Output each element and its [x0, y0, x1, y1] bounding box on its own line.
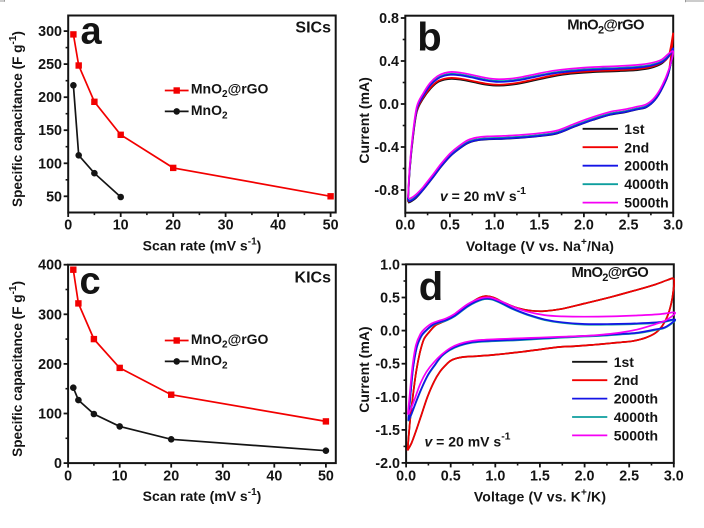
- svg-text:MnO2@rGO: MnO2@rGO: [567, 18, 644, 37]
- svg-text:b: b: [417, 16, 441, 60]
- svg-text:Voltage (V vs. K+/K): Voltage (V vs. K+/K): [474, 487, 606, 504]
- svg-text:Current (mA): Current (mA): [356, 326, 372, 412]
- svg-text:10: 10: [112, 468, 128, 484]
- svg-text:3.0: 3.0: [663, 217, 683, 233]
- svg-text:-0.5: -0.5: [375, 357, 400, 373]
- svg-text:Current (mA): Current (mA): [356, 77, 372, 163]
- svg-text:100: 100: [38, 407, 62, 423]
- svg-text:0.4: 0.4: [379, 54, 399, 70]
- svg-text:2.0: 2.0: [575, 468, 595, 484]
- svg-text:0: 0: [64, 468, 72, 484]
- svg-text:Voltage (V vs. Na+/Na): Voltage (V vs. Na+/Na): [466, 237, 614, 254]
- svg-text:200: 200: [38, 357, 62, 373]
- svg-text:0: 0: [64, 217, 72, 233]
- svg-text:2000th: 2000th: [624, 158, 668, 174]
- svg-text:MnO2@rGO: MnO2@rGO: [191, 81, 269, 101]
- svg-text:400: 400: [38, 258, 62, 274]
- svg-text:4000th: 4000th: [614, 409, 658, 425]
- svg-text:-1.5: -1.5: [375, 423, 400, 439]
- svg-text:2nd: 2nd: [624, 139, 649, 155]
- svg-text:a: a: [81, 10, 103, 52]
- svg-text:2.5: 2.5: [619, 217, 639, 233]
- svg-text:250: 250: [38, 57, 62, 73]
- svg-text:c: c: [80, 261, 101, 303]
- svg-text:0.8: 0.8: [379, 11, 399, 27]
- svg-text:30: 30: [215, 468, 231, 484]
- svg-text:Specific capacitance (F g-1): Specific capacitance (F g-1): [8, 281, 25, 457]
- svg-text:1.0: 1.0: [485, 217, 505, 233]
- svg-text:100: 100: [38, 156, 62, 172]
- svg-text:50: 50: [46, 189, 62, 205]
- svg-text:1.0: 1.0: [380, 257, 400, 273]
- svg-text:2nd: 2nd: [614, 372, 639, 388]
- svg-text:40: 40: [270, 217, 286, 233]
- svg-text:1st: 1st: [624, 121, 645, 137]
- svg-text:1.0: 1.0: [485, 468, 505, 484]
- svg-text:-0.4: -0.4: [374, 140, 399, 156]
- svg-text:Scan rate (mV s-1): Scan rate (mV s-1): [143, 487, 262, 504]
- svg-text:20: 20: [163, 468, 179, 484]
- svg-text:0.0: 0.0: [396, 468, 416, 484]
- svg-text:v = 20 mV s-1: v = 20 mV s-1: [440, 185, 526, 204]
- svg-text:0: 0: [54, 456, 62, 472]
- svg-text:SICs: SICs: [295, 20, 331, 37]
- svg-text:Scan rate (mV s-1): Scan rate (mV s-1): [143, 237, 262, 254]
- svg-text:MnO2@rGO: MnO2@rGO: [572, 265, 649, 284]
- svg-text:0.0: 0.0: [395, 217, 415, 233]
- svg-text:5000th: 5000th: [614, 427, 658, 443]
- svg-text:MnO2@rGO: MnO2@rGO: [191, 331, 269, 351]
- svg-text:0.5: 0.5: [440, 217, 460, 233]
- svg-text:20: 20: [165, 217, 181, 233]
- svg-text:10: 10: [113, 217, 129, 233]
- svg-text:-0.8: -0.8: [374, 183, 399, 199]
- svg-text:3.0: 3.0: [664, 468, 684, 484]
- svg-text:KICs: KICs: [295, 270, 332, 287]
- svg-text:50: 50: [323, 217, 339, 233]
- svg-text:2.0: 2.0: [574, 217, 594, 233]
- svg-text:MnO2: MnO2: [191, 352, 228, 372]
- svg-text:MnO2: MnO2: [191, 102, 228, 122]
- svg-text:0.0: 0.0: [380, 324, 400, 340]
- svg-text:30: 30: [218, 217, 234, 233]
- svg-text:1.5: 1.5: [530, 468, 550, 484]
- svg-text:0.0: 0.0: [379, 97, 399, 113]
- svg-text:v = 20 mV s-1: v = 20 mV s-1: [425, 431, 511, 450]
- svg-text:1.5: 1.5: [529, 217, 549, 233]
- svg-text:200: 200: [38, 90, 62, 106]
- svg-text:2.5: 2.5: [619, 468, 639, 484]
- svg-text:5000th: 5000th: [624, 195, 668, 211]
- svg-text:150: 150: [38, 123, 62, 139]
- svg-text:d: d: [419, 265, 443, 309]
- svg-text:0.5: 0.5: [441, 468, 461, 484]
- svg-text:Specific capacitance (F g-1): Specific capacitance (F g-1): [8, 31, 25, 207]
- svg-text:-1.0: -1.0: [375, 390, 400, 406]
- svg-text:4000th: 4000th: [624, 176, 668, 192]
- svg-text:300: 300: [38, 24, 62, 40]
- svg-text:0.5: 0.5: [380, 291, 400, 307]
- svg-text:40: 40: [266, 468, 282, 484]
- svg-text:2000th: 2000th: [614, 391, 658, 407]
- svg-text:-2.0: -2.0: [375, 456, 400, 472]
- svg-text:1st: 1st: [614, 354, 635, 370]
- svg-text:50: 50: [318, 468, 334, 484]
- svg-text:300: 300: [38, 307, 62, 323]
